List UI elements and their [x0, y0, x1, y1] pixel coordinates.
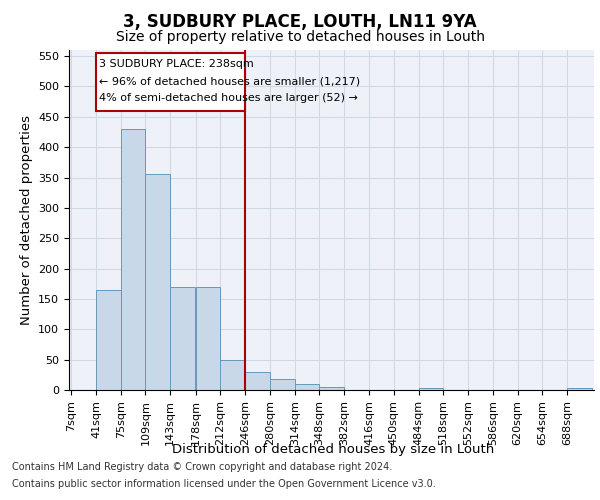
Text: Contains HM Land Registry data © Crown copyright and database right 2024.: Contains HM Land Registry data © Crown c…: [12, 462, 392, 472]
Text: Size of property relative to detached houses in Louth: Size of property relative to detached ho…: [115, 30, 485, 44]
Text: Distribution of detached houses by size in Louth: Distribution of detached houses by size …: [172, 442, 494, 456]
Bar: [245, 372, 270, 390]
Bar: [170, 287, 195, 390]
Bar: [220, 360, 245, 390]
Bar: [270, 379, 295, 390]
Text: ← 96% of detached houses are smaller (1,217): ← 96% of detached houses are smaller (1,…: [99, 76, 360, 86]
Bar: [121, 129, 145, 390]
Text: 3, SUDBURY PLACE, LOUTH, LN11 9YA: 3, SUDBURY PLACE, LOUTH, LN11 9YA: [123, 12, 477, 30]
Bar: [145, 174, 170, 390]
Bar: [419, 388, 443, 390]
Y-axis label: Number of detached properties: Number of detached properties: [20, 115, 32, 325]
Text: 4% of semi-detached houses are larger (52) →: 4% of semi-detached houses are larger (5…: [99, 93, 358, 103]
Bar: [295, 384, 319, 390]
Text: Contains public sector information licensed under the Open Government Licence v3: Contains public sector information licen…: [12, 479, 436, 489]
Bar: [319, 387, 344, 390]
Bar: [96, 290, 121, 390]
Bar: [567, 388, 592, 390]
Bar: [196, 287, 220, 390]
Bar: [96, 53, 245, 110]
Text: 3 SUDBURY PLACE: 238sqm: 3 SUDBURY PLACE: 238sqm: [99, 59, 254, 69]
